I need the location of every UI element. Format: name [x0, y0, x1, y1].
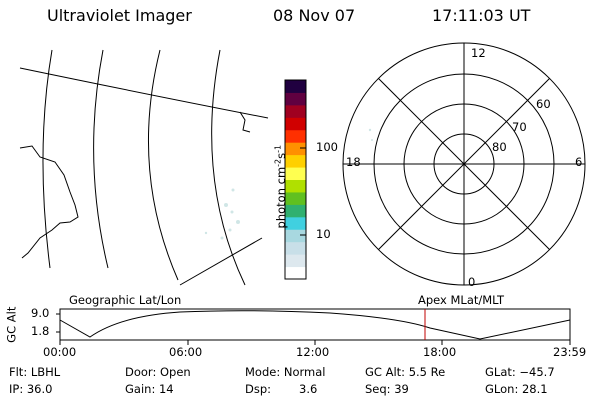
colorbar-tick-100: 100 [316, 140, 338, 154]
time-tick-0600: 06:00 [169, 345, 203, 359]
colorbar-unit-exp1: -2 [273, 158, 283, 167]
colorbar-segment [285, 241, 306, 255]
gc-altitude-info: GC Alt: 5.5 Re [365, 365, 446, 379]
colorbar-segment [285, 104, 306, 118]
time-tick-2359: 23:59 [553, 345, 587, 359]
colorbar-segment [285, 191, 306, 205]
time-tick-0000: 00:00 [43, 345, 77, 359]
colorbar [284, 79, 307, 280]
mlt-label-6: 6 [575, 155, 583, 169]
apex-caption: Apex MLat/MLT [418, 293, 505, 307]
colorbar-segment [285, 179, 306, 193]
colorbar-tick-10: 10 [316, 227, 331, 241]
observation-date: 08 Nov 07 [273, 6, 356, 25]
door-info: Door: Open [125, 365, 191, 379]
time-tick-1800: 18:00 [423, 345, 457, 359]
colorbar-segment [285, 142, 306, 156]
polar-plot [342, 42, 586, 286]
lat-label-70: 70 [512, 120, 527, 134]
longitude-line [42, 49, 53, 269]
colorbar-segment [285, 229, 306, 243]
colorbar-segment [285, 154, 306, 168]
colorbar-segment [285, 266, 306, 280]
colorbar-axis-label: photon cm-2s-1 [273, 117, 289, 257]
instrument-title: Ultraviolet Imager [47, 6, 192, 25]
filter-info: Flt: LBHL [9, 365, 61, 379]
altitude-tick-9: 9.0 [31, 306, 50, 320]
altitude-plot [56, 308, 571, 345]
colorbar-segment [285, 80, 306, 93]
dsp-value: 3.6 [299, 382, 318, 396]
colorbar-segment [285, 254, 306, 268]
colorbar-unit-mid: s [274, 152, 289, 159]
coastline [239, 111, 251, 133]
colorbar-segment [285, 129, 306, 143]
altitude-ylabel: GC Alt [4, 306, 19, 343]
ip-info: IP: 36.0 [9, 382, 53, 396]
gain-info: Gain: 14 [125, 382, 174, 396]
colorbar-segment [285, 216, 306, 230]
geographic-caption: Geographic Lat/Lon [69, 293, 182, 307]
mlt-label-18: 18 [346, 155, 361, 169]
coastline [19, 145, 79, 259]
altitude-curve [59, 310, 571, 340]
geographic-map [19, 49, 269, 286]
latitude-line [19, 67, 269, 119]
longitude-line [93, 49, 109, 269]
mode-info: Mode: Normal [245, 365, 326, 379]
colorbar-unit-main: photon cm [274, 166, 289, 229]
lat-label-80: 80 [492, 140, 507, 154]
emission-specks [204, 128, 373, 240]
sequence-info: Seq: 39 [365, 382, 409, 396]
dsp-label: Dsp: [245, 382, 272, 396]
glat-info: GLat: −45.7 [485, 365, 555, 379]
colorbar-unit-exp2: -1 [273, 144, 283, 153]
mlt-label-12: 12 [471, 46, 486, 60]
map-boundary [179, 237, 263, 286]
colorbar-segment [285, 117, 306, 131]
mlt-label-0: 0 [468, 275, 476, 289]
colorbar-segment [285, 92, 306, 106]
observation-time: 17:11:03 UT [432, 6, 531, 25]
colorbar-segment [285, 204, 306, 218]
glon-info: GLon: 28.1 [485, 382, 548, 396]
lat-label-60: 60 [536, 97, 551, 111]
longitude-line [211, 49, 246, 286]
time-tick-1200: 12:00 [296, 345, 330, 359]
colorbar-segment [285, 167, 306, 180]
altitude-tick-1-8: 1.8 [31, 324, 50, 338]
longitude-line [147, 49, 179, 281]
